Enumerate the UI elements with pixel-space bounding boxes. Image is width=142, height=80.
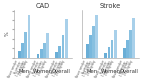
Bar bbox=[129, 30, 132, 58]
Bar bbox=[59, 46, 61, 58]
Text: 20+ cig/day: 20+ cig/day bbox=[105, 60, 115, 76]
Text: 1-19 cig/day: 1-19 cig/day bbox=[34, 60, 44, 77]
Text: Ex-smoker: Ex-smoker bbox=[99, 60, 109, 74]
Y-axis label: %: % bbox=[5, 31, 10, 36]
Text: Never smoker: Never smoker bbox=[94, 60, 106, 79]
Text: Ex-smoker: Ex-smoker bbox=[13, 60, 23, 74]
Bar bbox=[21, 44, 24, 58]
Text: Never smoker: Never smoker bbox=[113, 60, 124, 79]
Text: 1-19 cig/day: 1-19 cig/day bbox=[101, 60, 112, 77]
Bar bbox=[92, 26, 95, 58]
Bar bbox=[126, 40, 129, 58]
Bar bbox=[132, 18, 135, 58]
Text: 20+ cig/day: 20+ cig/day bbox=[18, 60, 29, 76]
Text: Ex-smoker: Ex-smoker bbox=[81, 60, 90, 74]
Text: 20+ cig/day: 20+ cig/day bbox=[123, 60, 134, 76]
Bar bbox=[40, 49, 43, 58]
Bar bbox=[62, 35, 64, 58]
Bar bbox=[123, 48, 126, 58]
Bar bbox=[55, 52, 58, 58]
Bar bbox=[28, 15, 31, 58]
Text: 1-19 cig/day: 1-19 cig/day bbox=[15, 60, 26, 77]
Bar bbox=[18, 51, 21, 58]
Text: 20+ cig/day: 20+ cig/day bbox=[37, 60, 48, 76]
Bar bbox=[24, 32, 27, 58]
Text: Never smoker: Never smoker bbox=[45, 60, 57, 79]
Bar bbox=[46, 33, 49, 58]
Text: 20+ cig/day: 20+ cig/day bbox=[56, 60, 66, 76]
Bar bbox=[114, 30, 117, 58]
Bar bbox=[95, 15, 98, 58]
Title: Stroke: Stroke bbox=[100, 3, 121, 9]
Text: Never smoker: Never smoker bbox=[26, 60, 38, 79]
Bar bbox=[43, 43, 46, 58]
Text: 1-19 cig/day: 1-19 cig/day bbox=[83, 60, 94, 77]
Text: Never smoker: Never smoker bbox=[8, 60, 19, 79]
Bar bbox=[89, 35, 92, 58]
Title: CAD: CAD bbox=[36, 3, 50, 9]
Bar bbox=[107, 47, 110, 58]
Text: Ex-smoker: Ex-smoker bbox=[32, 60, 41, 74]
Text: Ex-smoker: Ex-smoker bbox=[118, 60, 128, 74]
Text: 1-19 cig/day: 1-19 cig/day bbox=[120, 60, 131, 77]
Text: 1-19 cig/day: 1-19 cig/day bbox=[52, 60, 63, 77]
Text: 20+ cig/day: 20+ cig/day bbox=[86, 60, 97, 76]
Text: Never smoker: Never smoker bbox=[75, 60, 87, 79]
Text: Ex-smoker: Ex-smoker bbox=[50, 60, 60, 74]
Bar bbox=[37, 54, 39, 58]
Bar bbox=[104, 53, 107, 58]
Bar bbox=[86, 44, 89, 58]
Bar bbox=[65, 19, 68, 58]
Bar bbox=[111, 40, 113, 58]
